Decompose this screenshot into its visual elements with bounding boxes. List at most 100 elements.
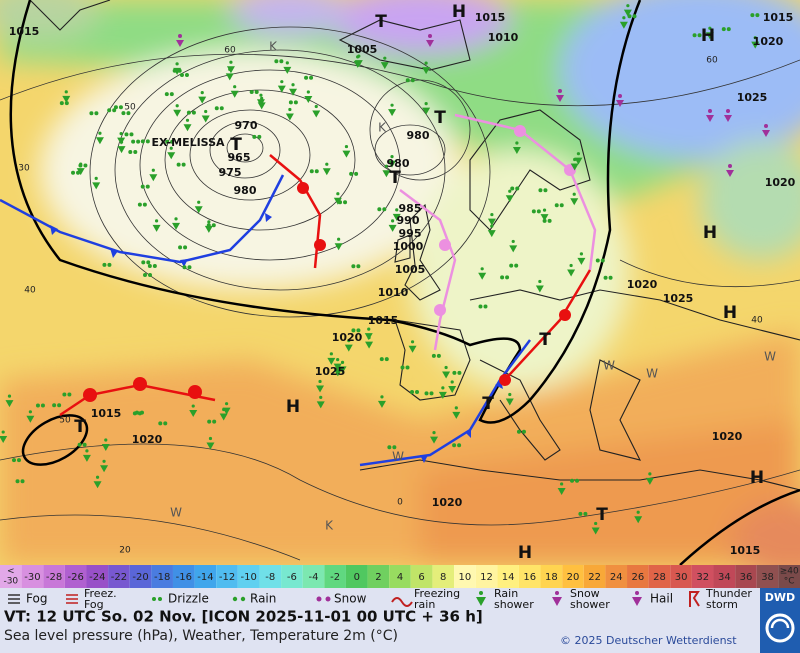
rain-shower-symbol <box>119 132 123 136</box>
rain-shower-symbol <box>388 109 397 117</box>
rain-symbol <box>82 442 87 447</box>
rain-shower-symbol <box>79 162 83 166</box>
rain-symbol <box>172 68 177 73</box>
rain-shower-symbol <box>478 272 487 280</box>
rain-shower-symbol <box>280 80 284 84</box>
legend-label: Rain <box>250 592 276 606</box>
legend-label: Snow <box>334 592 367 606</box>
pressure-center: T <box>74 417 86 437</box>
rain-shower-symbol <box>104 438 108 442</box>
rain-shower-symbol <box>189 410 198 418</box>
rain-shower-symbol <box>538 279 542 284</box>
pressure-label: 1020 <box>332 331 363 344</box>
pressure-label: 1025 <box>663 292 694 305</box>
rain-shower-symbol <box>560 482 564 486</box>
scale-cell <box>64 565 87 588</box>
rain-shower-symbol <box>325 162 329 166</box>
rain-symbol <box>309 169 314 174</box>
legend-icon <box>66 594 78 604</box>
rain-shower-symbol <box>648 472 652 476</box>
snow-shower-symbol <box>762 130 770 137</box>
rain-shower-symbol <box>327 357 336 365</box>
isobars <box>0 26 800 561</box>
legend-label: Snow <box>570 587 600 600</box>
rain-symbol <box>207 419 212 424</box>
scale-cell <box>518 565 541 588</box>
rain-symbol <box>164 92 169 97</box>
rain-shower-symbol <box>542 208 547 212</box>
rain-symbol <box>158 421 163 426</box>
rain-shower-symbol <box>259 93 263 97</box>
rain-shower-symbol <box>183 124 192 132</box>
rain-shower-symbol <box>430 436 439 444</box>
scale-label: 32 <box>696 572 709 583</box>
rain-shower-symbol <box>383 56 387 60</box>
rain-symbol <box>145 139 150 144</box>
rain-symbol <box>521 429 526 434</box>
rain-symbol <box>170 139 175 144</box>
rain-shower-symbol <box>380 62 389 70</box>
rain-symbol <box>15 479 20 484</box>
scale-cell <box>454 565 476 588</box>
rain-symbol <box>410 389 415 394</box>
pressure-center: T <box>539 330 551 350</box>
rain-symbol <box>143 273 148 278</box>
rain-symbol <box>254 90 259 95</box>
rain-shower-symbol <box>219 413 228 421</box>
rain-symbol <box>191 110 196 115</box>
legend-icon <box>476 597 486 606</box>
rain-symbol <box>169 92 174 97</box>
rain-shower-symbol <box>100 465 109 473</box>
rain-symbol <box>387 445 392 450</box>
rain-shower-symbol <box>322 168 331 176</box>
scale-cell <box>432 565 455 588</box>
rain-symbol <box>452 370 457 375</box>
pressure-center: T <box>434 108 446 128</box>
rain-shower-symbol <box>229 60 233 64</box>
rain-symbol <box>436 353 441 358</box>
rain-symbol <box>214 106 219 111</box>
rain-shower-symbol <box>204 109 208 114</box>
rain-shower-symbol <box>336 358 340 362</box>
rain-shower-symbol <box>64 90 68 94</box>
pressure-center: H <box>452 2 466 22</box>
legend-label: storm <box>706 598 738 611</box>
legend-label: Rain <box>494 587 518 600</box>
scale-cell <box>0 565 22 588</box>
rain-symbol <box>382 207 387 212</box>
rain-shower-symbol <box>76 168 85 176</box>
rain-shower-symbol <box>230 90 239 98</box>
pressure-center: T <box>482 394 494 414</box>
snow-shower-symbol <box>728 164 732 168</box>
rain-shower-symbol <box>285 61 289 65</box>
rain-shower-symbol <box>567 269 576 277</box>
rain-shower-symbol <box>574 157 583 165</box>
legend-icon <box>152 597 156 601</box>
rain-symbol <box>181 162 186 167</box>
rain-symbol <box>288 100 293 105</box>
rain-shower-symbol <box>1 430 5 434</box>
scale-cell <box>345 565 368 588</box>
scale-cell <box>237 565 260 588</box>
rain-symbol <box>163 421 168 426</box>
scale-cell <box>172 565 195 588</box>
pressure-label: 1015 <box>763 11 794 24</box>
rain-shower-symbol <box>94 176 98 180</box>
rain-shower-symbol <box>119 140 124 144</box>
rain-shower-symbol <box>344 344 353 352</box>
rain-symbol <box>113 105 118 110</box>
rain-symbol <box>212 419 217 424</box>
scale-cell <box>324 565 346 588</box>
rain-shower-symbol <box>512 147 521 155</box>
grid-label: 0 <box>397 498 403 508</box>
rain-shower-symbol <box>509 245 518 253</box>
scale-cell <box>713 565 736 588</box>
pressure-label: 1010 <box>378 286 409 299</box>
air-mass-label: W <box>646 367 658 381</box>
rain-shower-symbol <box>257 102 266 110</box>
legend-icon <box>232 596 238 602</box>
rain-symbol <box>176 162 181 167</box>
rain-symbol <box>547 218 552 223</box>
rain-shower-symbol <box>304 95 313 103</box>
rain-symbol <box>578 511 583 516</box>
